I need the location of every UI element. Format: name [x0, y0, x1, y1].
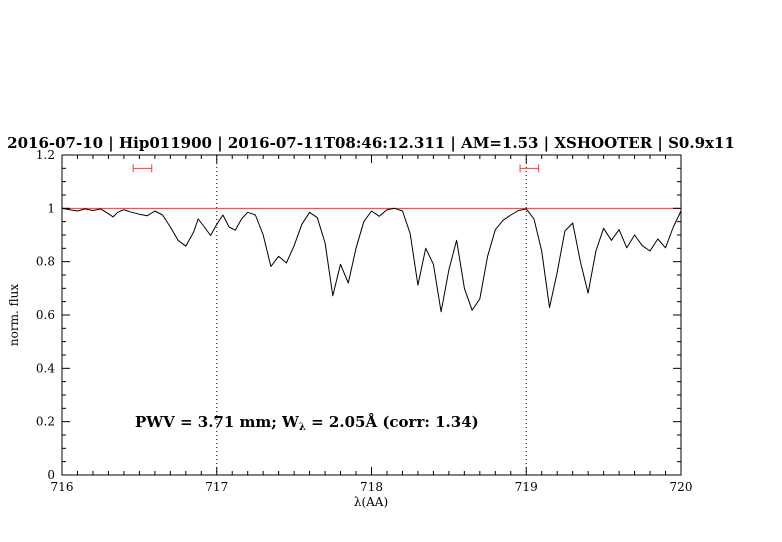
x-tick-label: 720	[670, 480, 693, 494]
y-tick-label: 0.8	[36, 255, 55, 269]
pwv-annotation-sub: λ	[299, 422, 306, 433]
y-tick-label: 0	[47, 468, 55, 482]
pwv-annotation: PWV = 3.71 mm; Wλ = 2.05Å (corr: 1.34)	[135, 413, 479, 433]
x-tick-label: 716	[51, 480, 74, 494]
x-axis-label: λ(AA)	[354, 495, 388, 509]
plot-layers: 716 717 718 719 720 0 0.2 0.4 0.6 0.8 1 1.2	[36, 148, 693, 494]
y-tick-label: 1.2	[36, 148, 55, 162]
y-tick-label: 0.2	[36, 415, 55, 429]
y-axis-label: norm. flux	[7, 284, 21, 346]
pwv-annotation-suffix: = 2.05Å (corr: 1.34)	[306, 413, 479, 431]
plot-frame	[61, 154, 682, 476]
plot-title: 2016-07-10 | Hip011900 | 2016-07-11T08:4…	[7, 134, 735, 152]
y-tick-label: 1	[47, 201, 55, 215]
spectrum-line	[61, 207, 682, 313]
y-tick-label: 0.4	[36, 361, 55, 375]
y-tick-label: 0.6	[36, 308, 55, 322]
x-tick-label: 719	[515, 480, 538, 494]
pwv-annotation-prefix: PWV = 3.71 mm; W	[135, 413, 300, 431]
x-tick-label: 718	[360, 480, 383, 494]
x-tick-label: 717	[205, 480, 228, 494]
